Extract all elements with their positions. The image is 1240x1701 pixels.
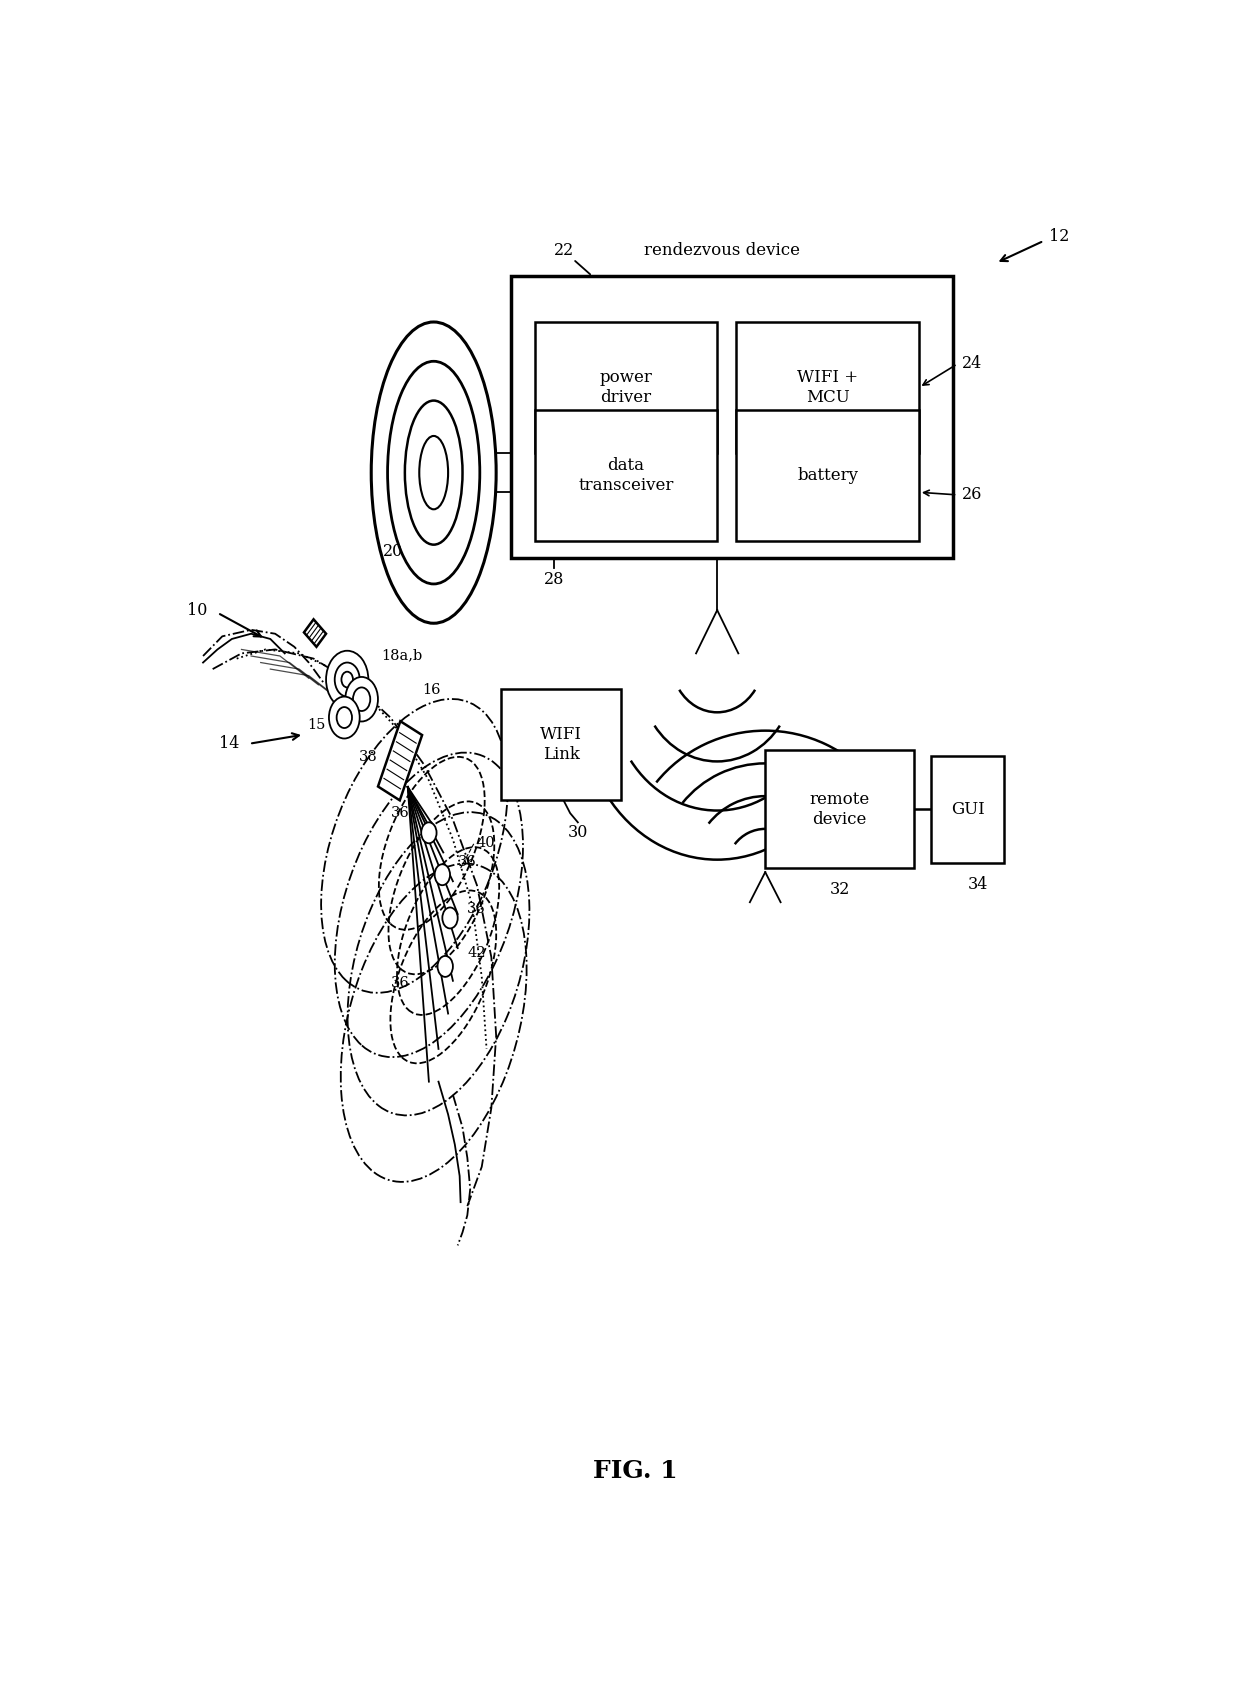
Text: 26: 26 xyxy=(962,486,982,503)
Text: battery: battery xyxy=(797,466,858,483)
FancyBboxPatch shape xyxy=(501,689,621,799)
FancyBboxPatch shape xyxy=(931,755,1003,862)
Ellipse shape xyxy=(388,361,480,583)
Text: 18a,b: 18a,b xyxy=(381,648,422,663)
Circle shape xyxy=(335,663,360,697)
Text: 42: 42 xyxy=(467,946,486,961)
Text: remote
device: remote device xyxy=(810,791,869,827)
Circle shape xyxy=(435,864,450,885)
Text: 22: 22 xyxy=(554,242,574,259)
Text: 20: 20 xyxy=(383,543,403,560)
Circle shape xyxy=(336,708,352,728)
Text: power
driver: power driver xyxy=(599,369,652,407)
Circle shape xyxy=(329,697,360,738)
Text: 34: 34 xyxy=(967,876,988,893)
Text: 12: 12 xyxy=(1049,228,1069,245)
Text: 14: 14 xyxy=(219,735,239,752)
FancyBboxPatch shape xyxy=(737,410,919,541)
Circle shape xyxy=(326,651,368,708)
Text: 36: 36 xyxy=(391,806,409,820)
Circle shape xyxy=(438,956,453,976)
Text: data
transceiver: data transceiver xyxy=(578,458,673,493)
Circle shape xyxy=(443,907,458,929)
Text: 24: 24 xyxy=(962,356,982,373)
Circle shape xyxy=(345,677,378,721)
Text: FIG. 1: FIG. 1 xyxy=(593,1459,678,1483)
Polygon shape xyxy=(378,721,422,801)
Text: 28: 28 xyxy=(544,572,564,589)
Text: 10: 10 xyxy=(187,602,208,619)
FancyBboxPatch shape xyxy=(737,321,919,452)
Text: WIFI +
MCU: WIFI + MCU xyxy=(797,369,858,407)
FancyBboxPatch shape xyxy=(511,276,952,558)
Ellipse shape xyxy=(371,321,496,623)
FancyBboxPatch shape xyxy=(765,750,914,868)
Text: 15: 15 xyxy=(308,718,326,733)
Polygon shape xyxy=(304,619,326,646)
Text: rendezvous device: rendezvous device xyxy=(644,242,800,259)
Text: GUI: GUI xyxy=(951,801,985,818)
Text: 32: 32 xyxy=(830,881,849,898)
Ellipse shape xyxy=(419,435,448,509)
FancyBboxPatch shape xyxy=(534,321,717,452)
Text: 40: 40 xyxy=(477,837,496,850)
Circle shape xyxy=(341,672,353,687)
Text: WIFI
Link: WIFI Link xyxy=(541,726,582,762)
Text: 16: 16 xyxy=(422,682,440,697)
Ellipse shape xyxy=(404,400,463,544)
Circle shape xyxy=(422,822,436,844)
Text: 30: 30 xyxy=(568,823,589,840)
Text: 36: 36 xyxy=(391,976,409,990)
FancyBboxPatch shape xyxy=(534,410,717,541)
Text: 36: 36 xyxy=(467,902,486,915)
Circle shape xyxy=(353,687,371,711)
Text: 38: 38 xyxy=(360,750,378,764)
Text: 36: 36 xyxy=(458,854,476,869)
